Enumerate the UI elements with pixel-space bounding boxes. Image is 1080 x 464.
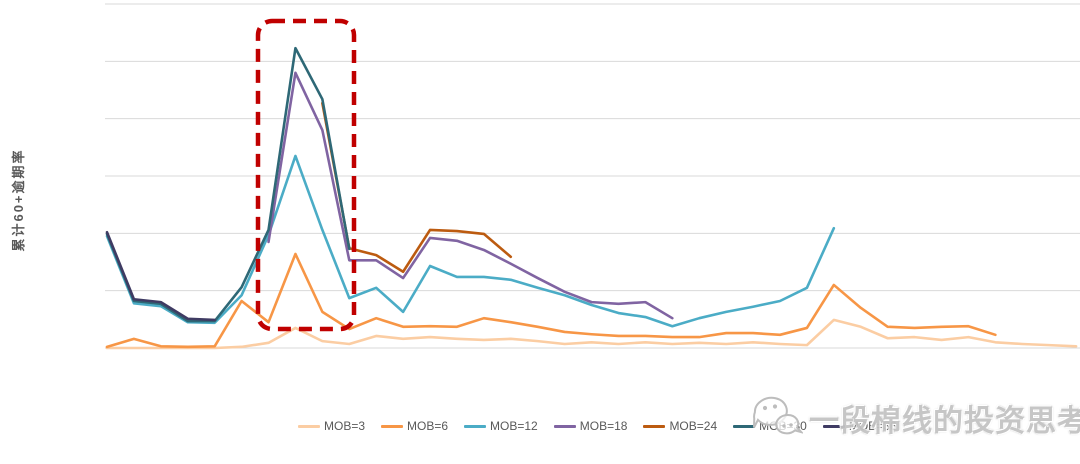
y-axis-title: 累计60+逾期率 (11, 148, 26, 252)
legend-item-MOB-12: MOB=12 (464, 419, 538, 433)
legend-label: MOB=3 (324, 419, 366, 433)
legend-item-MOB-18: MOB=18 (553, 419, 628, 433)
chart-legend: MOB=3 MOB=6 MOB=12 MOB=18 MOB=24 MOB=30 MOB=36 (298, 417, 897, 435)
legend-label: MOB=12 (490, 419, 538, 433)
series-line-MOB-3 (105, 318, 1078, 350)
legend-swatch (298, 424, 320, 428)
legend-item-MOB-3: MOB=3 (298, 419, 365, 433)
highlight-dashed-box (255, 18, 357, 332)
legend-item-MOB-36: MOB=36 (822, 419, 897, 433)
series-line-MOB-6 (105, 252, 997, 349)
legend-swatch (464, 424, 487, 428)
legend-item-MOB-30: MOB=30 (733, 419, 807, 433)
legend-swatch (822, 424, 845, 428)
legend-label: MOB=36 (848, 419, 897, 433)
series-line-MOB-30 (105, 46, 351, 323)
legend-swatch (643, 424, 666, 428)
legend-swatch (381, 424, 404, 428)
legend-item-MOB-6: MOB=6 (381, 419, 448, 433)
legend-label: MOB=6 (407, 419, 449, 433)
legend-label: MOB=18 (579, 419, 628, 433)
legend-swatch (553, 424, 576, 428)
legend-label: MOB=30 (759, 419, 807, 433)
legend-swatch (733, 424, 756, 428)
series-line-MOB-12 (105, 154, 836, 328)
series-line-MOB-18 (267, 71, 674, 320)
legend-item-MOB-24: MOB=24 (643, 419, 717, 433)
legend-label: MOB=24 (669, 419, 718, 433)
series-line-MOB-24 (321, 101, 513, 274)
series-line-MOB-36 (105, 230, 216, 322)
